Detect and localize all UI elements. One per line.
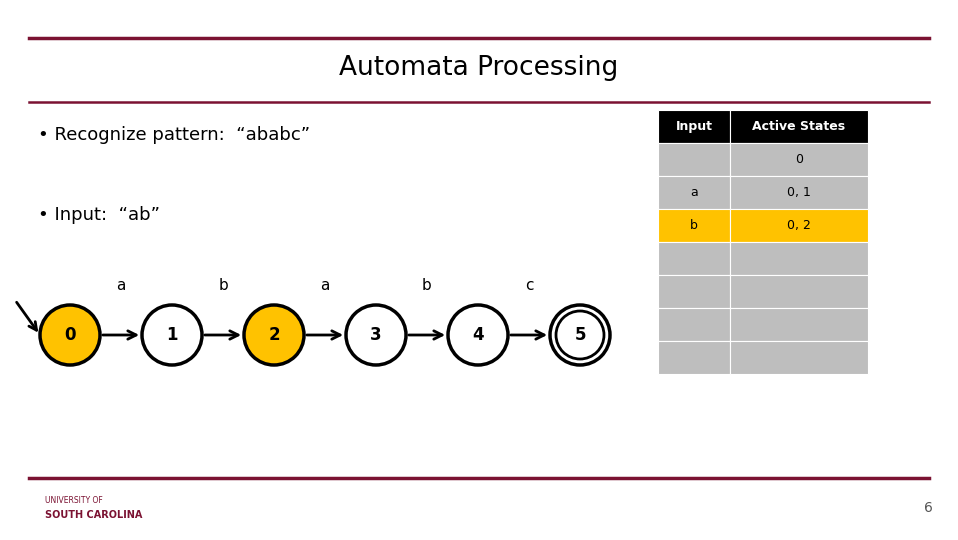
Circle shape [244,305,304,365]
Text: SOUTH CAROLINA: SOUTH CAROLINA [45,510,143,520]
Circle shape [448,305,508,365]
Text: b: b [690,219,698,232]
Text: Input: Input [675,120,713,133]
Text: UNIVERSITY OF: UNIVERSITY OF [45,496,103,505]
Text: • Recognize pattern:  “ababc”: • Recognize pattern: “ababc” [38,126,310,144]
Bar [730,176,868,209]
Text: a: a [690,186,697,199]
Bar [658,209,730,242]
Bar [730,341,868,374]
Bar [730,209,868,242]
Text: Active States: Active States [752,120,846,133]
Bar [730,242,868,275]
Circle shape [40,305,100,365]
Bar [658,308,730,341]
Text: a: a [116,278,125,293]
Bar [730,308,868,341]
Text: c: c [525,278,534,293]
Text: a: a [320,278,330,293]
Bar [730,110,868,143]
Circle shape [550,305,610,365]
Text: b: b [218,278,228,293]
Text: 0, 1: 0, 1 [787,186,810,199]
Bar [658,176,730,209]
Text: 3: 3 [370,326,382,344]
Bar [658,143,730,176]
Text: 5: 5 [574,326,585,344]
Bar [658,242,730,275]
Text: 0: 0 [795,153,803,166]
Text: 0: 0 [64,326,76,344]
Bar [658,275,730,308]
Text: 4: 4 [472,326,484,344]
Bar [658,110,730,143]
Bar [730,275,868,308]
Circle shape [346,305,406,365]
Bar [730,143,868,176]
Text: • Input:  “ab”: • Input: “ab” [38,206,160,224]
Text: 0, 2: 0, 2 [787,219,810,232]
Text: 1: 1 [167,326,178,344]
Text: b: b [422,278,432,293]
Text: 2: 2 [268,326,280,344]
Text: Automata Processing: Automata Processing [339,55,619,81]
Text: 6: 6 [924,501,933,515]
Bar [658,341,730,374]
Circle shape [142,305,202,365]
